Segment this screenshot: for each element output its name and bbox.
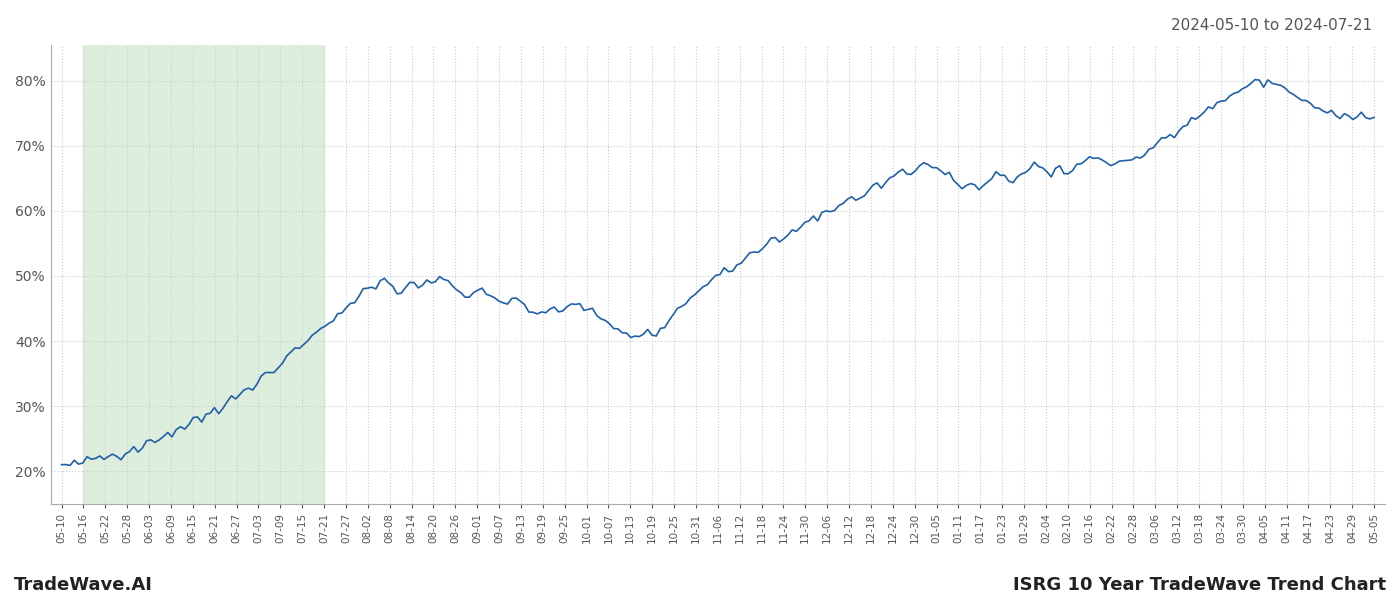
Text: TradeWave.AI: TradeWave.AI — [14, 576, 153, 594]
Bar — [84, 45, 323, 504]
Text: ISRG 10 Year TradeWave Trend Chart: ISRG 10 Year TradeWave Trend Chart — [1012, 576, 1386, 594]
Text: 2024-05-10 to 2024-07-21: 2024-05-10 to 2024-07-21 — [1170, 18, 1372, 33]
